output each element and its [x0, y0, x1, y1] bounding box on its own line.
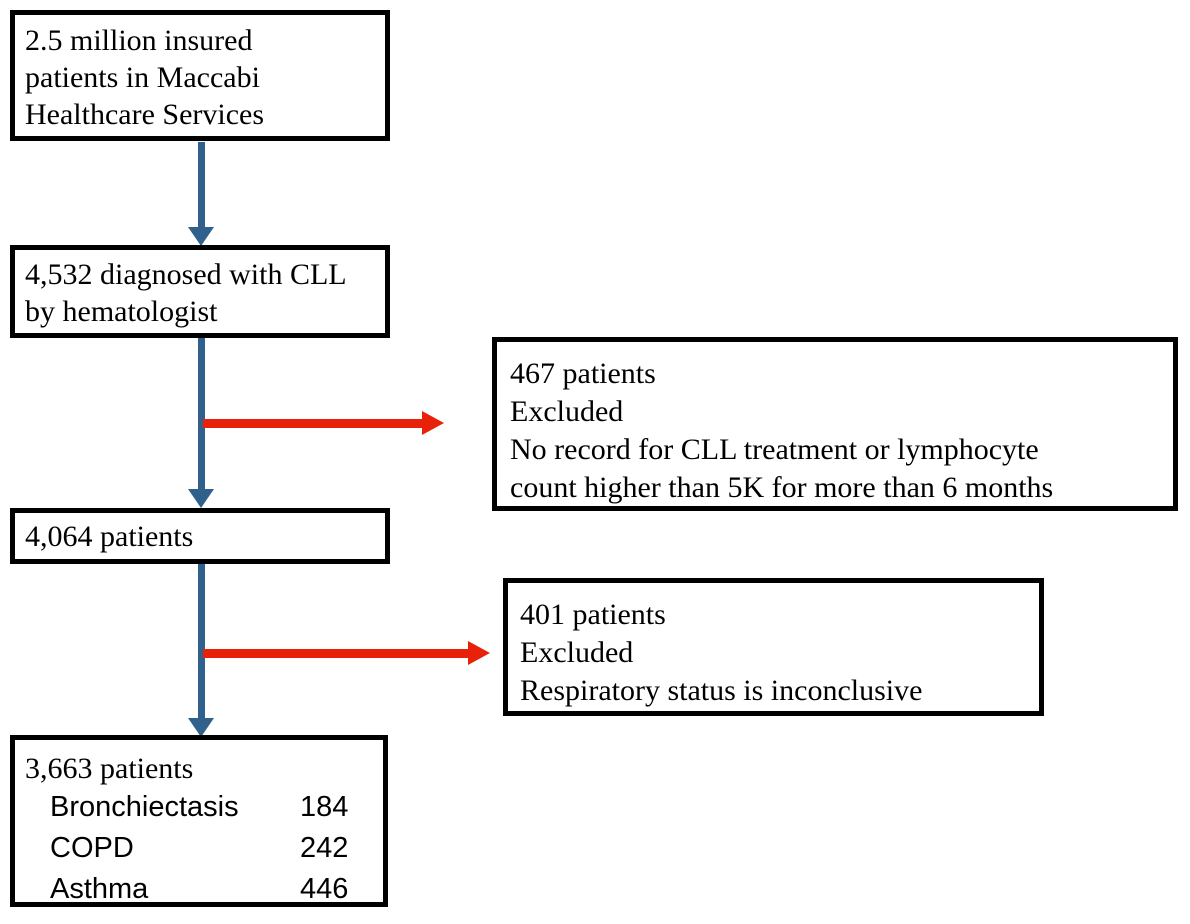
breakdown-row: Bronchiectasis 184: [25, 787, 383, 828]
breakdown-value: 242: [300, 832, 349, 864]
flow-box-exclusion-2: 401 patients Excluded Respiratory status…: [503, 578, 1044, 716]
exclusion-1-text-line: 467 patients: [510, 357, 656, 390]
cll-diagnosed-text-line: by hematologist: [25, 295, 218, 328]
breakdown-label: Bronchiectasis: [50, 791, 239, 823]
right-arrowhead-icon: [422, 411, 444, 435]
exclusion-arrow-1: [203, 419, 422, 428]
exclusion-arrow-2: [203, 649, 468, 658]
down-arrowhead-icon: [188, 227, 214, 246]
exclusion-2-text-line: Respiratory status is inconclusive: [520, 674, 923, 707]
population-text-line: Healthcare Services: [25, 98, 265, 131]
down-arrowhead-icon: [188, 489, 214, 508]
down-arrowhead-icon: [188, 718, 214, 737]
breakdown-label: COPD: [50, 832, 134, 864]
population-text-line: patients in Maccabi: [25, 61, 260, 94]
exclusion-2-text-line: Excluded: [520, 636, 634, 669]
down-arrow-cll-to-4064: [198, 338, 205, 489]
exclusion-1-text-line: count higher than 5K for more than 6 mon…: [510, 471, 1054, 504]
cll-diagnosed-text-line: 4,532 diagnosed with CLL: [25, 258, 347, 291]
down-arrow-4064-to-3663: [198, 564, 205, 718]
right-arrowhead-icon: [468, 641, 490, 665]
flow-box-final-cohort: 3,663 patients Bronchiectasis 184 COPD 2…: [10, 735, 388, 907]
breakdown-row: Asthma 446: [25, 869, 383, 910]
final-cohort-title: 3,663 patients: [25, 752, 194, 785]
exclusion-1-text-line: Excluded: [510, 395, 624, 428]
flow-box-cll-diagnosed: 4,532 diagnosed with CLL by hematologist: [10, 245, 390, 338]
patients-4064-text-line: 4,064 patients: [25, 520, 194, 553]
flow-box-4064-patients: 4,064 patients: [10, 508, 390, 564]
exclusion-2-text-line: 401 patients: [520, 598, 666, 631]
flow-box-exclusion-1: 467 patients Excluded No record for CLL …: [492, 337, 1178, 511]
breakdown-label: Asthma: [50, 873, 149, 905]
breakdown-row: COPD 242: [25, 828, 383, 869]
population-text-line: 2.5 million insured: [25, 24, 253, 57]
breakdown-value: 446: [300, 873, 349, 905]
breakdown-value: 184: [300, 791, 349, 823]
flow-box-population: 2.5 million insured patients in Maccabi …: [10, 10, 390, 141]
down-arrow-population-to-cll: [198, 142, 205, 227]
exclusion-1-text-line: No record for CLL treatment or lymphocyt…: [510, 433, 1039, 466]
